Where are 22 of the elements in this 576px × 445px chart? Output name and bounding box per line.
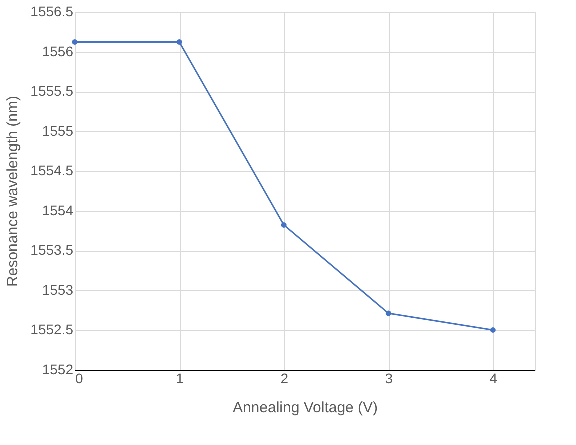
point	[490, 327, 496, 333]
x-tick-label: 1	[176, 370, 184, 386]
y-tick-label: 1555	[42, 122, 74, 139]
y-tick-label: 1554	[42, 202, 74, 218]
x-tick-label: 4	[490, 370, 498, 386]
y-tick-label: 1556.5	[30, 4, 74, 20]
x-axis-title: Annealing Voltage (V)	[232, 400, 378, 416]
y-tick-label: 1552	[42, 362, 74, 378]
y-tick-label: 1553	[42, 282, 74, 298]
x-tick-label: 0	[76, 370, 84, 386]
y-tick-label: 1552.5	[30, 322, 74, 338]
x-tick-label: 2	[280, 370, 289, 386]
point	[72, 40, 78, 45]
y-tick-label: 1554.5	[30, 162, 74, 179]
point	[386, 310, 392, 316]
point	[281, 222, 287, 228]
point	[176, 40, 182, 45]
y-tick-label: 1556	[42, 43, 74, 60]
y-tick-label: 1553.5	[30, 242, 74, 258]
y-tick-label: 1555.5	[30, 83, 74, 100]
x-tick-label: 3	[385, 370, 394, 386]
y-axis-title: Resonance wavelength (nm)	[4, 96, 22, 287]
